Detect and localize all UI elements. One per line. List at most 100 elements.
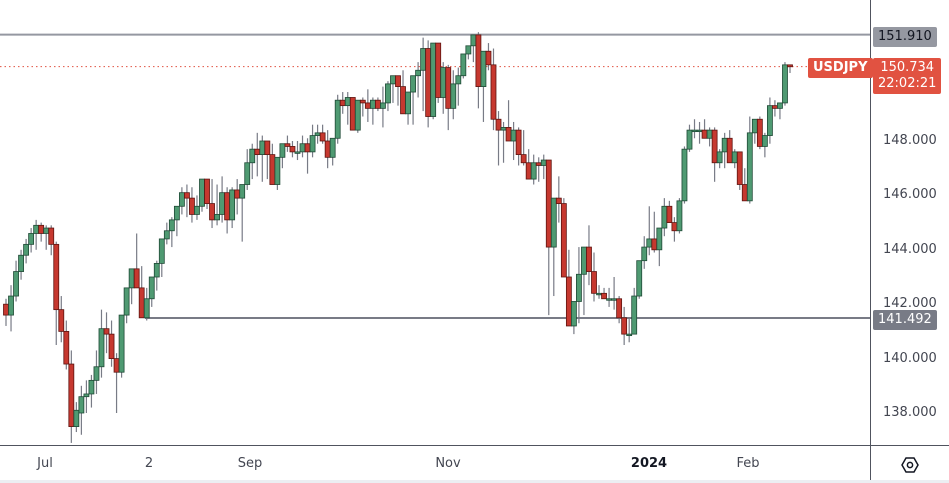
candle (601, 287, 607, 300)
candle (641, 236, 648, 269)
candle (425, 40, 432, 128)
candle (98, 309, 105, 378)
candle (525, 149, 532, 180)
candle (113, 353, 120, 413)
price-axis[interactable]: 148.000 146.000 144.000 142.000 140.000 138.0… (870, 0, 949, 445)
candle (118, 314, 125, 378)
candle (3, 298, 9, 326)
candle (349, 97, 356, 131)
candle (173, 205, 180, 237)
candle (746, 116, 753, 204)
candle (33, 219, 40, 250)
price-tick-label: 146.000 (883, 187, 937, 202)
candle (485, 43, 492, 71)
candle (128, 268, 135, 305)
candle (249, 143, 256, 180)
candle (470, 34, 477, 63)
candle (430, 42, 437, 120)
candle (224, 187, 231, 234)
candle (123, 287, 130, 324)
candle (178, 187, 185, 215)
candle (390, 75, 396, 103)
candle (480, 50, 487, 122)
price-tick-label: 140.000 (883, 351, 937, 366)
candlestick-chart (0, 32, 870, 443)
candle (686, 124, 693, 152)
candle (309, 124, 316, 158)
candle (43, 225, 50, 250)
candle (93, 350, 100, 394)
candle (103, 312, 110, 354)
candle (410, 75, 416, 125)
candle (475, 32, 482, 109)
candle (515, 127, 522, 166)
candle (611, 277, 618, 310)
candle (616, 296, 623, 324)
candle (204, 178, 210, 209)
candle (535, 157, 542, 182)
candle (395, 75, 401, 106)
last-price-value: 150.734 (880, 60, 935, 75)
candle (324, 130, 331, 169)
candle (766, 97, 773, 144)
candle (385, 81, 391, 112)
candle (314, 124, 321, 144)
candle (259, 135, 266, 182)
candle (38, 222, 45, 242)
candle (465, 45, 472, 60)
candle (28, 228, 35, 253)
candle (58, 296, 65, 343)
candle (691, 119, 698, 139)
candle (721, 132, 728, 169)
candle (520, 130, 527, 166)
candle (550, 197, 557, 297)
candle (279, 143, 286, 169)
candle (490, 48, 497, 131)
candle (716, 149, 723, 169)
candle (530, 154, 537, 185)
candle (751, 118, 758, 144)
candle (138, 266, 145, 319)
time-tick-label: 2024 (630, 456, 668, 471)
candle (329, 137, 336, 166)
symbol-label: USDJPY (808, 58, 873, 78)
candle (359, 97, 366, 117)
chart-settings-button[interactable] (870, 445, 949, 483)
candle (565, 249, 572, 327)
candle (374, 97, 381, 112)
candle (8, 285, 14, 332)
candle (143, 287, 150, 321)
candle (364, 89, 371, 122)
candle (741, 168, 748, 202)
candle (756, 116, 763, 150)
candle (344, 92, 351, 125)
candle (555, 176, 562, 223)
candle (63, 320, 70, 370)
candle (500, 121, 507, 163)
price-tick-label: 138.000 (883, 405, 937, 420)
time-tick-label: 2 (144, 456, 154, 471)
candle (214, 184, 220, 226)
candle (284, 135, 291, 152)
candle (772, 100, 778, 117)
candle (229, 187, 236, 229)
candle (626, 317, 633, 343)
candle (108, 320, 115, 367)
candle (681, 146, 688, 204)
candle (68, 350, 75, 443)
candle (48, 225, 55, 256)
time-tick-label: Jul (37, 456, 53, 471)
candle (420, 37, 427, 112)
candle (400, 70, 406, 115)
candle (731, 149, 738, 169)
candle (450, 70, 457, 120)
candle (761, 132, 768, 158)
candle (696, 121, 703, 144)
last-price-label: 150.734 22:02:21 (873, 58, 942, 94)
support-price-label: 141.492 (873, 310, 937, 330)
candle (189, 187, 195, 223)
candle (163, 222, 170, 245)
time-axis[interactable]: Jul 2 Sep Nov 2024 Feb (0, 445, 870, 483)
candle (219, 176, 226, 223)
chart-plot-area[interactable] (0, 0, 870, 445)
